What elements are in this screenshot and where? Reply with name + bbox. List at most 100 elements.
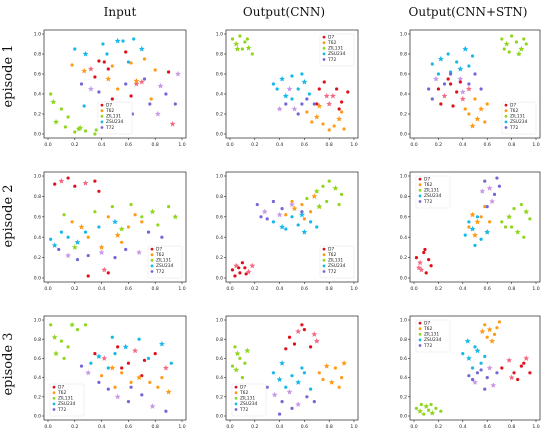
legend-label-zsu234: ZSU234 <box>58 401 76 407</box>
x-tick-label: 0.2 <box>435 142 442 148</box>
data-point-t72 <box>427 87 431 91</box>
y-tick-label: 0.8 <box>34 337 41 343</box>
data-point-zil131 <box>245 44 252 51</box>
data-point-zil131 <box>51 334 58 340</box>
data-point-d7 <box>451 104 455 108</box>
data-point-zsu234 <box>122 343 129 350</box>
data-point-zil131 <box>429 410 436 416</box>
x-tick-label: 0.8 <box>326 142 333 148</box>
x-tick-label: 1.0 <box>178 142 185 148</box>
data-point-d7 <box>287 335 292 339</box>
legend-marker-t62 <box>322 41 326 45</box>
panel-7: 0.0 0.2 0.4 0.6 0.8 1.0 0.0 0.2 0.4 0.6 0.8 1.0 D7T6… <box>34 315 187 430</box>
data-point-d7 <box>53 182 57 186</box>
data-point-zil131 <box>75 328 80 332</box>
data-point-t62 <box>474 115 481 122</box>
data-point-d7 <box>302 328 306 332</box>
data-point-zil131 <box>429 402 433 407</box>
data-point-zsu234 <box>446 52 450 56</box>
data-point-zsu234 <box>146 356 151 360</box>
legend-label-zil131: ZIL131 <box>424 188 439 194</box>
legend-marker-zsu234 <box>52 402 56 406</box>
data-point-t62 <box>116 87 120 91</box>
data-point-zsu234 <box>66 235 70 239</box>
legend-marker-t72 <box>100 126 104 129</box>
data-point-zil131 <box>233 366 240 373</box>
y-tick-label: 0.6 <box>216 214 223 220</box>
y-tick-label: 0.4 <box>216 92 223 98</box>
data-point-t72 <box>146 230 151 234</box>
legend-label-zsu234: ZSU234 <box>424 193 442 199</box>
legend-label-zil131: ZIL131 <box>328 46 343 52</box>
data-point-d7 <box>58 178 65 184</box>
legend-marker-zsu234 <box>100 120 104 124</box>
x-tick-label: 0.2 <box>71 142 78 148</box>
legend-label-zsu234: ZSU234 <box>156 263 174 269</box>
y-tick-label: 1.0 <box>400 32 407 38</box>
data-point-t62 <box>469 122 476 129</box>
x-tick-label: 1.0 <box>350 286 357 292</box>
data-point-t72 <box>467 374 471 378</box>
data-point-d7 <box>110 97 114 101</box>
data-point-t72 <box>271 391 278 398</box>
data-point-zsu234 <box>97 225 101 229</box>
data-point-d7 <box>337 107 341 111</box>
y-tick-label: 1.0 <box>216 318 223 324</box>
legend-marker-zil131 <box>150 258 154 262</box>
data-point-t62 <box>109 364 116 371</box>
x-tick-label: 0.8 <box>152 286 159 292</box>
data-point-t72 <box>276 211 283 218</box>
data-point-zil131 <box>414 406 419 410</box>
data-point-t72 <box>483 179 487 183</box>
data-point-zsu234 <box>473 345 477 349</box>
data-point-zsu234 <box>73 47 77 51</box>
x-tick-label: 0.8 <box>508 424 515 430</box>
legend-label-zil131: ZIL131 <box>328 258 343 264</box>
legend-label-zsu234: ZSU234 <box>510 119 528 125</box>
x-tick-label: 1.0 <box>350 142 357 148</box>
data-point-zsu234 <box>300 72 304 76</box>
data-point-zil131 <box>230 364 235 368</box>
y-tick-label: 0.0 <box>400 276 407 282</box>
data-point-zsu234 <box>271 82 275 86</box>
x-tick-label: 0.6 <box>125 286 132 292</box>
data-point-t62 <box>483 205 487 209</box>
data-point-zsu234 <box>106 366 110 370</box>
data-point-t72 <box>113 256 117 260</box>
data-point-d7 <box>446 77 450 81</box>
data-point-d7 <box>66 176 70 180</box>
data-point-zsu234 <box>467 64 471 68</box>
data-point-zsu234 <box>290 215 294 219</box>
data-point-zil131 <box>69 321 76 328</box>
data-point-zsu234 <box>474 347 481 354</box>
data-point-t72 <box>142 77 147 81</box>
x-tick-label: 0.6 <box>125 424 132 430</box>
data-point-zil131 <box>332 185 339 191</box>
data-point-t62 <box>302 217 306 221</box>
data-point-t72 <box>278 412 282 416</box>
data-point-zil131 <box>439 409 443 413</box>
data-point-t72 <box>126 400 130 404</box>
x-tick-label: 0.4 <box>276 424 283 430</box>
data-point-d7 <box>322 80 326 84</box>
data-point-d7 <box>87 65 94 72</box>
data-point-t62 <box>100 374 104 378</box>
data-point-t62 <box>463 107 467 111</box>
data-point-d7 <box>512 371 516 375</box>
data-point-zil131 <box>507 50 511 54</box>
data-point-zil131 <box>510 225 514 229</box>
data-point-zsu234 <box>300 366 304 370</box>
legend-label-t72: T72 <box>155 269 164 275</box>
data-point-zil131 <box>523 208 530 215</box>
data-point-zil131 <box>512 207 516 211</box>
data-point-zil131 <box>62 356 66 360</box>
data-point-t72 <box>175 70 181 77</box>
data-point-d7 <box>230 268 235 272</box>
x-tick-label: 0.0 <box>410 424 417 430</box>
x-tick-label: 1.0 <box>532 424 539 430</box>
data-point-t62 <box>336 115 343 122</box>
data-point-d7 <box>326 100 333 107</box>
data-point-t62 <box>342 127 346 131</box>
